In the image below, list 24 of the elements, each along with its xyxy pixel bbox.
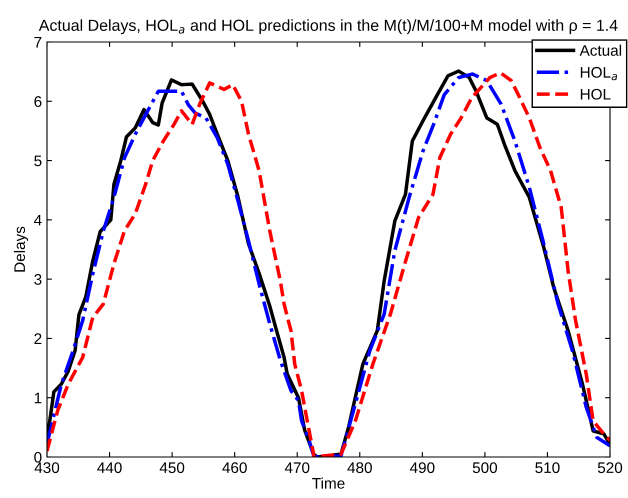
y-tick-label: 2	[34, 333, 42, 344]
y-tick-label: 4	[34, 214, 42, 226]
x-tick-label: 500	[472, 462, 498, 474]
legend-label: Actual	[580, 44, 622, 56]
chart-title: Actual Delays, HOL$_{a}$ and HOL predictions in the M(t)/M/100+M model with ρ = 1.4	[38, 19, 618, 34]
legend-label: HOL$_{a}$	[580, 66, 618, 80]
y-tick-label: 5	[34, 156, 42, 166]
x-axis-title: Time	[312, 477, 345, 489]
y-tick-label: 7	[34, 37, 42, 48]
legend-label: HOL	[580, 88, 611, 100]
x-tick-label: 460	[222, 462, 247, 474]
x-tick-label: 430	[34, 462, 60, 474]
y-tick-label: 6	[34, 96, 42, 107]
y-axis-title: Delays	[14, 226, 28, 272]
y-tick-label: 3	[34, 274, 42, 285]
x-tick-label: 490	[410, 462, 434, 474]
x-tick-label: 450	[160, 462, 184, 474]
y-tick-label: 1	[34, 392, 42, 404]
y-tick-label: 0	[34, 452, 42, 463]
x-tick-label: 510	[535, 462, 560, 474]
x-tick-label: 520	[598, 462, 622, 474]
x-tick-label: 480	[347, 462, 372, 474]
x-tick-label: 440	[97, 462, 122, 474]
x-tick-label: 470	[284, 462, 310, 474]
